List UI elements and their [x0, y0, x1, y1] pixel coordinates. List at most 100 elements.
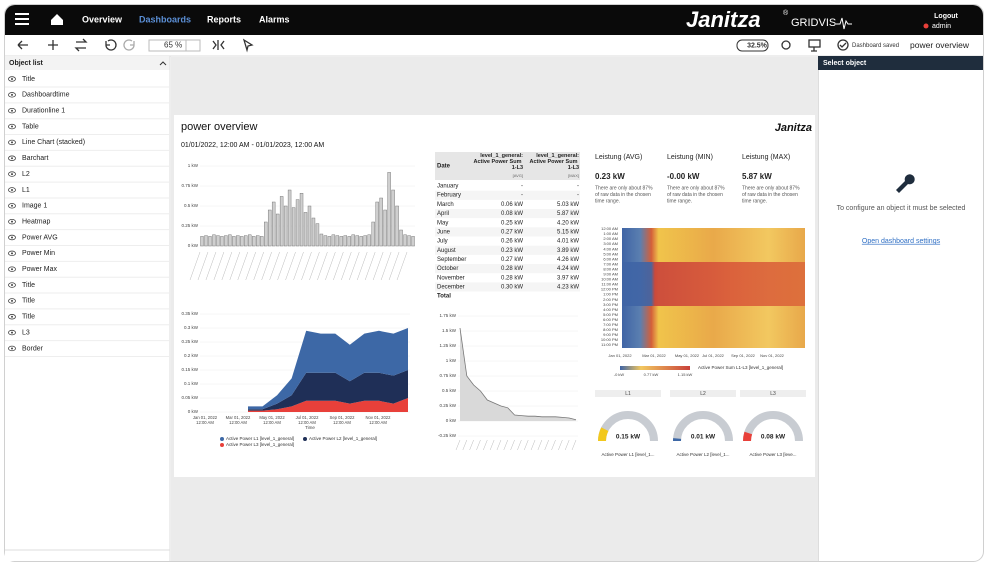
object-item[interactable]: Dashboardtime — [22, 92, 70, 99]
object-item[interactable]: Title — [22, 314, 35, 321]
eye-icon[interactable] — [8, 123, 16, 130]
toolbar-icons[interactable] — [17, 38, 849, 53]
eye-icon[interactable] — [8, 329, 16, 336]
x-tick-label: 12:00 AM — [298, 420, 316, 425]
object-item[interactable]: L3 — [22, 329, 30, 336]
x-tick-stub — [551, 439, 556, 451]
bar — [271, 201, 276, 247]
eye-icon[interactable] — [8, 76, 16, 82]
eye-icon[interactable] — [8, 171, 16, 177]
table-cell: 0.26 kW — [501, 239, 523, 245]
x-tick-stub — [544, 439, 549, 451]
object-item[interactable]: Durationline 1 — [22, 108, 65, 115]
eye-icon[interactable] — [8, 187, 16, 193]
eye-icon[interactable] — [8, 298, 16, 304]
bar — [228, 234, 232, 247]
bar — [307, 205, 312, 247]
bar — [331, 234, 336, 247]
line — [459, 327, 577, 421]
object-item[interactable]: Heatmap — [22, 218, 51, 225]
row-band — [435, 190, 580, 200]
gauge-header — [740, 390, 806, 397]
eye-icon[interactable] — [8, 155, 16, 161]
gauge-name: Active Power L3 [leve... — [749, 452, 796, 457]
eye-icon[interactable] — [8, 345, 16, 352]
eye-icon[interactable] — [8, 139, 16, 146]
object-item[interactable]: Image 1 — [22, 203, 47, 210]
x-tick-stub — [309, 251, 320, 281]
y-tick-label: 0.05 kW — [181, 395, 198, 400]
row-band — [435, 209, 580, 219]
x-axis-label: Time — [305, 425, 315, 430]
object-item[interactable]: L2 — [22, 171, 30, 178]
table-cell: November — [437, 275, 465, 281]
x-tick-stub — [221, 251, 233, 281]
eye-icon[interactable] — [8, 92, 16, 98]
object-item[interactable]: Line Chart (stacked) — [22, 139, 85, 146]
collapse[interactable] — [159, 61, 167, 66]
x-tick-stub — [301, 251, 312, 281]
object-item[interactable]: Power Min — [22, 250, 55, 257]
table-cell: 0.28 kW — [501, 266, 523, 272]
object-item[interactable]: Power Max — [22, 266, 58, 273]
eye-icon[interactable] — [8, 266, 16, 272]
nav-item[interactable]: Alarms — [259, 14, 290, 24]
home-button[interactable] — [51, 14, 63, 25]
eye-pupil — [11, 252, 13, 255]
eye-icon[interactable] — [8, 218, 16, 225]
kpi-note: There are only about 87% — [595, 185, 653, 191]
object-item[interactable]: Title — [22, 282, 35, 289]
heatmap-x-label: Sep 01, 2022 — [731, 353, 756, 358]
object-item[interactable]: Table — [22, 123, 39, 130]
eye-icon[interactable] — [8, 250, 16, 257]
gauge-header — [595, 390, 661, 397]
x-tick-stub — [530, 439, 536, 451]
kpi-label: Leistung (MAX) — [742, 154, 790, 161]
table-cell: 0.27 kW — [501, 257, 523, 263]
x-tick-stub — [333, 251, 344, 281]
settings-link[interactable]: Open dashboard settings — [862, 238, 941, 245]
bar — [391, 189, 395, 247]
user: admin — [932, 23, 951, 30]
nav-item[interactable]: Reports — [207, 14, 241, 24]
eye-icon[interactable] — [8, 107, 16, 114]
menu-button[interactable] — [15, 13, 29, 25]
zoom[interactable]: 65 % — [164, 41, 182, 50]
x-tick-stub — [293, 251, 304, 281]
zoom-box[interactable] — [148, 39, 201, 52]
x-tick-label: 12:00 AM — [369, 420, 387, 425]
nav-item[interactable]: Overview — [82, 14, 123, 24]
eye-icon[interactable] — [8, 282, 16, 288]
logout[interactable]: Logout — [934, 13, 958, 20]
x-tick-label: 12:00 AM — [229, 420, 247, 425]
eye-icon[interactable] — [8, 314, 16, 320]
gauge-track — [673, 411, 733, 442]
bar — [403, 234, 407, 247]
x-tick-stub — [476, 439, 481, 451]
x-tick-label: 12:00 AM — [196, 420, 214, 425]
object-item[interactable]: Border — [22, 345, 44, 352]
x-tick-stub — [213, 251, 225, 281]
bar — [256, 235, 260, 247]
badge[interactable]: 32.5% — [747, 42, 768, 49]
bar — [323, 235, 328, 247]
object-item[interactable]: Title — [22, 298, 35, 305]
object-item[interactable]: Power AVG — [22, 234, 58, 241]
legend-entry: Active Power L3 [level_1_general] — [226, 442, 294, 447]
eye-icon[interactable] — [8, 203, 16, 209]
y-tick-label: -0.25 kW — [438, 433, 457, 438]
eye-pupil — [11, 299, 13, 302]
heatmap-colorbar — [620, 366, 690, 370]
object-item[interactable]: L1 — [22, 187, 30, 194]
object-item[interactable]: Barchart — [22, 155, 49, 162]
gauge-header-label: L2 — [700, 391, 706, 397]
badge-box[interactable] — [736, 39, 769, 52]
side-panel-title: Select object — [823, 60, 867, 67]
eye-icon[interactable] — [8, 234, 16, 241]
table-cell: 0.27 kW — [501, 229, 523, 235]
object-item[interactable]: Title — [22, 76, 35, 83]
bar — [232, 236, 236, 247]
x-tick-label: Nov 01, 2022 — [366, 415, 392, 420]
nav-item[interactable]: Dashboards — [139, 14, 191, 24]
table-cell: 4.01 kW — [557, 239, 579, 245]
